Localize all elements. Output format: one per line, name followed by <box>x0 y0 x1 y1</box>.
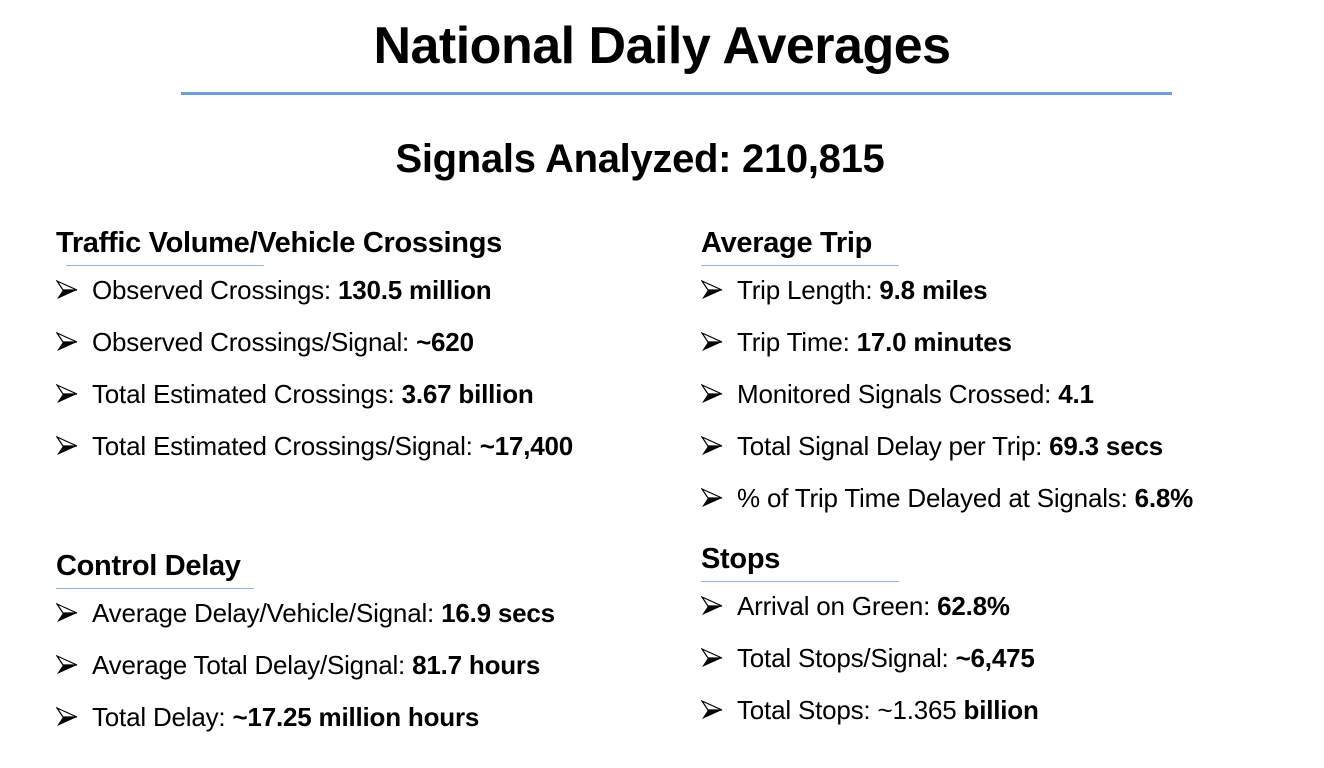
section-control-delay: Control Delay Average Delay/Vehicle/Sign… <box>56 548 555 743</box>
list-item: Total Estimated Crossings/Signal: ~17,40… <box>56 420 573 472</box>
arrowhead-bullet-icon <box>701 648 737 668</box>
list-item: Total Signal Delay per Trip: 69.3 secs <box>701 420 1193 472</box>
list-item: Average Delay/Vehicle/Signal: 16.9 secs <box>56 587 555 639</box>
arrowhead-bullet-icon <box>701 332 737 352</box>
bullet-list: Trip Length: 9.8 miles Trip Time: 17.0 m… <box>701 264 1193 524</box>
section-stops: Stops Arrival on Green: 62.8% Total Stop… <box>701 541 1039 736</box>
section-title: Traffic Volume/Vehicle Crossings <box>56 227 502 259</box>
arrowhead-bullet-icon <box>701 280 737 300</box>
item-value: ~17.25 million hours <box>232 701 480 732</box>
arrowhead-bullet-icon <box>56 603 92 623</box>
section-divider <box>66 265 264 266</box>
section-divider <box>56 588 254 589</box>
item-value: 4.1 <box>1058 378 1094 409</box>
item-label: Total Estimated Crossings/Signal: <box>92 430 473 461</box>
section-divider <box>701 265 899 266</box>
list-item: Total Estimated Crossings: 3.67 billion <box>56 368 573 420</box>
list-item: % of Trip Time Delayed at Signals: 6.8% <box>701 472 1193 524</box>
item-value: 62.8% <box>937 590 1010 621</box>
arrowhead-bullet-icon <box>701 436 737 456</box>
list-item: Trip Length: 9.8 miles <box>701 264 1193 316</box>
list-item: Observed Crossings/Signal: ~620 <box>56 316 573 368</box>
list-item: Arrival on Green: 62.8% <box>701 580 1039 632</box>
item-label: Trip Time: <box>737 326 850 357</box>
title-divider <box>181 92 1172 95</box>
item-label: Total Stops: ~1.365 <box>737 694 957 725</box>
arrowhead-bullet-icon <box>56 707 92 727</box>
item-label: Total Stops/Signal: <box>737 642 949 673</box>
item-value: 6.8% <box>1134 482 1194 513</box>
item-value: ~6,475 <box>955 642 1035 673</box>
section-traffic-volume: Traffic Volume/Vehicle Crossings Observe… <box>56 225 573 472</box>
item-label: Total Delay: <box>92 701 226 732</box>
section-divider <box>701 581 899 582</box>
item-value: 16.9 secs <box>441 597 555 628</box>
item-label: Trip Length: <box>737 274 873 305</box>
list-item: Total Stops: ~1.365 billion <box>701 684 1039 736</box>
item-label: Observed Crossings/Signal: <box>92 326 410 357</box>
arrowhead-bullet-icon <box>701 700 737 720</box>
bullet-list: Observed Crossings: 130.5 million Observ… <box>56 264 573 472</box>
item-label: % of Trip Time Delayed at Signals: <box>737 482 1128 513</box>
page-title: National Daily Averages <box>373 17 951 75</box>
item-value: 81.7 hours <box>412 649 541 680</box>
bullet-list: Average Delay/Vehicle/Signal: 16.9 secs … <box>56 587 555 743</box>
item-value: 3.67 billion <box>401 378 534 409</box>
item-value: ~620 <box>416 326 474 357</box>
item-value: 130.5 million <box>337 274 492 305</box>
list-item: Total Delay: ~17.25 million hours <box>56 691 555 743</box>
arrowhead-bullet-icon <box>56 384 92 404</box>
item-label: Total Estimated Crossings: <box>92 378 395 409</box>
section-title: Average Trip <box>701 227 873 259</box>
item-label: Arrival on Green: <box>737 590 931 621</box>
item-value: 9.8 miles <box>879 274 988 305</box>
item-label: Average Delay/Vehicle/Signal: <box>92 597 435 628</box>
item-value: 17.0 minutes <box>856 326 1012 357</box>
arrowhead-bullet-icon <box>701 384 737 404</box>
item-value: ~17,400 <box>479 430 574 461</box>
item-value: 69.3 secs <box>1049 430 1163 461</box>
item-value: billion <box>963 694 1039 725</box>
list-item: Trip Time: 17.0 minutes <box>701 316 1193 368</box>
bullet-list: Arrival on Green: 62.8% Total Stops/Sign… <box>701 580 1039 736</box>
list-item: Total Stops/Signal: ~6,475 <box>701 632 1039 684</box>
list-item: Monitored Signals Crossed: 4.1 <box>701 368 1193 420</box>
arrowhead-bullet-icon <box>56 655 92 675</box>
item-label: Total Signal Delay per Trip: <box>737 430 1043 461</box>
arrowhead-bullet-icon <box>56 436 92 456</box>
item-label: Monitored Signals Crossed: <box>737 378 1052 409</box>
arrowhead-bullet-icon <box>56 332 92 352</box>
arrowhead-bullet-icon <box>701 596 737 616</box>
section-title: Control Delay <box>56 550 241 582</box>
section-average-trip: Average Trip Trip Length: 9.8 miles Trip… <box>701 225 1193 524</box>
signals-analyzed-heading: Signals Analyzed: 210,815 <box>395 137 885 181</box>
item-label: Average Total Delay/Signal: <box>92 649 406 680</box>
section-title: Stops <box>701 543 781 575</box>
list-item: Observed Crossings: 130.5 million <box>56 264 573 316</box>
list-item: Average Total Delay/Signal: 81.7 hours <box>56 639 555 691</box>
item-label: Observed Crossings: <box>92 274 331 305</box>
arrowhead-bullet-icon <box>701 488 737 508</box>
arrowhead-bullet-icon <box>56 280 92 300</box>
